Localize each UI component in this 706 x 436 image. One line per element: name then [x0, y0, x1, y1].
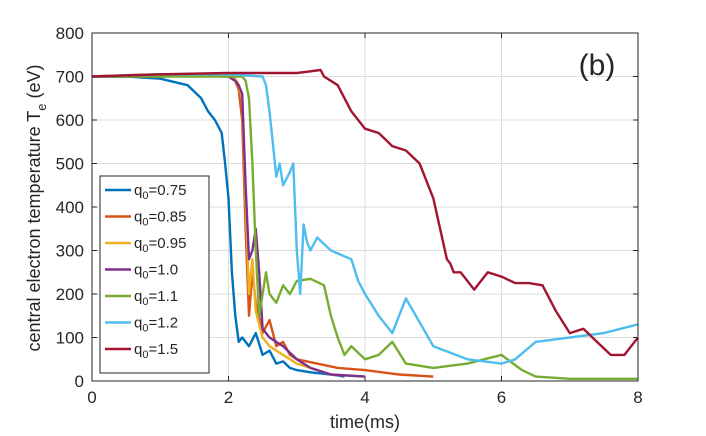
legend-entry: q0=1.5	[134, 341, 178, 361]
legend-entry: q0=1.0	[134, 262, 178, 282]
y-axis-label-subscript: e	[34, 103, 49, 110]
x-tick-label: 6	[497, 388, 506, 407]
panel-label: (b)	[579, 49, 616, 82]
y-tick-label: 700	[56, 68, 84, 87]
legend-box	[99, 175, 210, 374]
y-tick-label: 800	[56, 24, 84, 43]
legend-entry: q0=0.95	[134, 235, 186, 255]
legend: q0=0.75 q0=0.85 q0=0.95 q0=1.0 q0=1.1 q0=1.2 q…	[99, 175, 210, 374]
axis-ticks: 0 2 4 6 8 0 100 200 300 400 500 600 700 800	[56, 24, 643, 407]
series-line	[92, 75, 638, 380]
x-axis-label: time(ms)	[330, 412, 400, 432]
y-tick-label: 400	[56, 198, 84, 217]
legend-entry: q0=0.75	[134, 182, 186, 202]
y-axis-label-unit: (eV)	[24, 64, 44, 103]
legend-entry: q0=1.1	[134, 288, 178, 308]
legend-entry: q0=1.2	[134, 315, 178, 335]
series-line	[91, 68, 639, 357]
y-tick-label: 200	[56, 285, 84, 304]
series-line	[91, 73, 639, 365]
y-tick-label: 600	[56, 111, 84, 130]
y-axis-label: central electron temperature Te (eV)	[24, 64, 49, 351]
plot-frame	[91, 32, 639, 382]
y-tick-label: 500	[56, 155, 84, 174]
legend-entry: q0=0.85	[134, 209, 186, 229]
series-line	[92, 75, 345, 378]
x-tick-label: 8	[633, 388, 642, 407]
y-tick-label: 300	[56, 242, 84, 261]
y-tick-label: 100	[56, 329, 84, 348]
x-tick-label: 2	[224, 388, 233, 407]
y-axis-label-main: central electron temperature T	[24, 111, 44, 352]
y-tick-label: 0	[75, 372, 84, 391]
x-tick-label: 0	[87, 388, 96, 407]
x-tick-label: 4	[360, 388, 369, 407]
series-lines	[91, 68, 639, 380]
